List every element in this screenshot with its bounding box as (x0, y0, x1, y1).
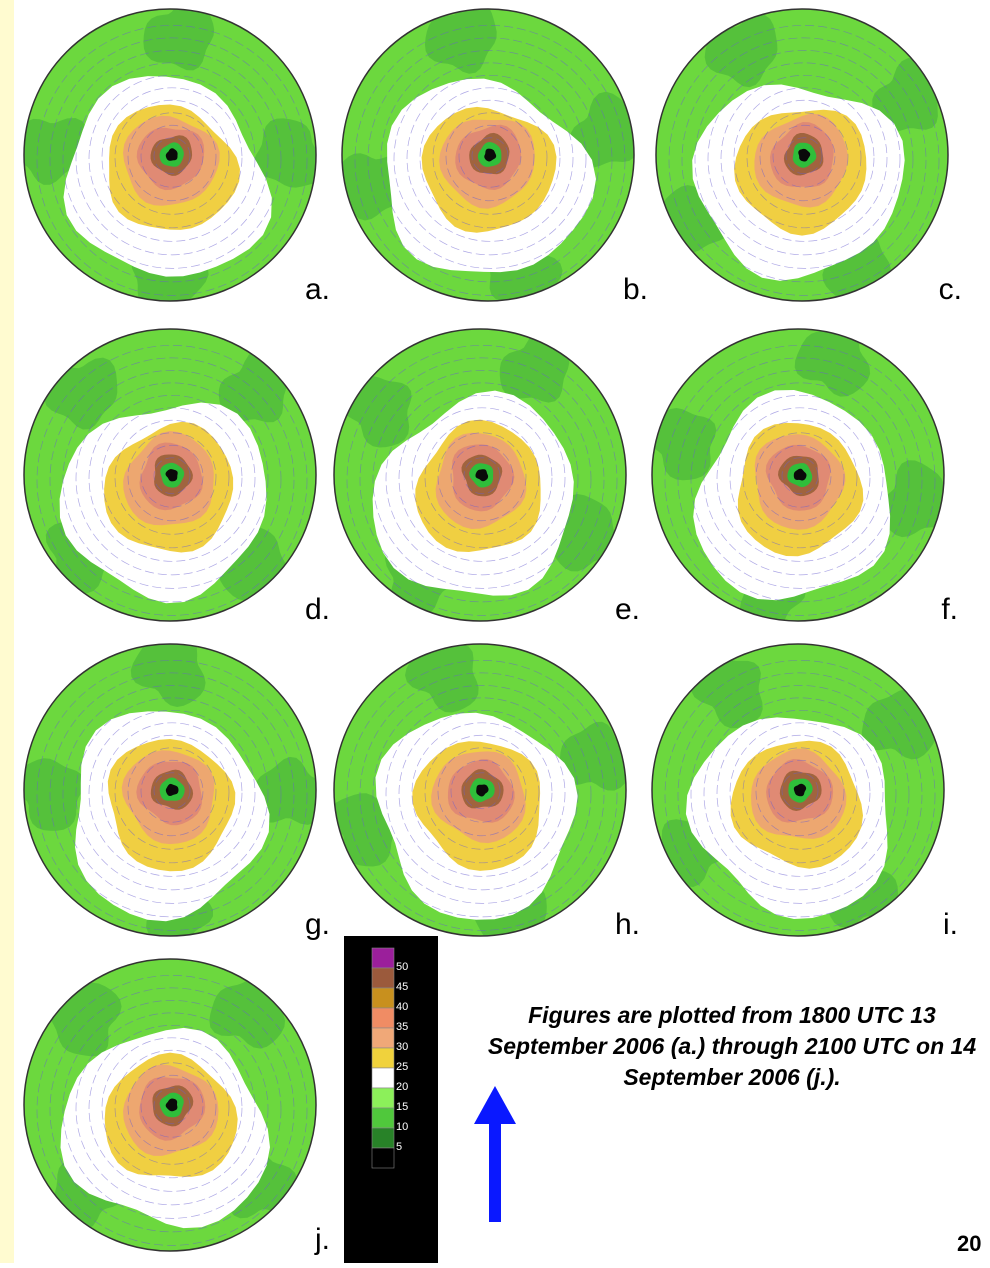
left-margin-strip (0, 0, 14, 1263)
panel-label: f. (941, 593, 958, 626)
legend-tick-label: 20 (396, 1081, 409, 1093)
legend-swatches (371, 947, 395, 1169)
legend-tick-label: 45 (396, 981, 409, 993)
legend-swatch (371, 1107, 395, 1129)
radar-panel: j. (20, 955, 330, 1255)
legend-tick-label: 25 (396, 1061, 409, 1073)
legend-swatch (371, 1087, 395, 1109)
legend-swatch (371, 1067, 395, 1089)
hurricane-wind-field (333, 643, 627, 937)
legend-swatch (371, 1027, 395, 1049)
legend-tick-label: 50 (396, 961, 409, 973)
panel-label: j. (315, 1223, 330, 1256)
panel-label: a. (304, 273, 330, 306)
panel-label: i. (943, 908, 958, 941)
panel-label: h. (614, 908, 640, 941)
north-arrow-icon (474, 1086, 516, 1222)
legend-swatch (371, 1047, 395, 1069)
panel-label: b. (622, 273, 648, 306)
radar-panel: h. (330, 640, 640, 940)
hurricane-wind-field (23, 8, 317, 302)
hurricane-wind-field (23, 958, 317, 1252)
hurricane-wind-field (23, 643, 317, 937)
radar-panel: g. (20, 640, 330, 940)
radar-panel: c. (652, 5, 962, 305)
hurricane-wind-field (341, 8, 635, 302)
panel-label: e. (614, 593, 640, 626)
panel-label: g. (304, 908, 330, 941)
color-scale-legend: 50 45 40 35 30 25 20 15 10 5 (344, 936, 438, 1263)
radar-panel: a. (20, 5, 330, 305)
radar-panel: f. (648, 325, 958, 625)
radar-panel: b. (338, 5, 648, 305)
hurricane-wind-field (651, 643, 945, 937)
legend-tick-label: 15 (396, 1101, 409, 1113)
hurricane-wind-field (23, 328, 317, 622)
hurricane-wind-field (333, 328, 627, 622)
panel-label: c. (938, 273, 962, 306)
hurricane-wind-field (651, 328, 945, 622)
legend-tick-label: 5 (396, 1141, 403, 1153)
legend-swatch (371, 967, 395, 989)
legend-tick-label: 30 (396, 1041, 409, 1053)
legend-swatch (371, 1127, 395, 1149)
panel-label: d. (304, 593, 330, 626)
hurricane-wind-field (655, 8, 949, 302)
radar-panel: d. (20, 325, 330, 625)
legend-tick-label: 10 (396, 1121, 409, 1133)
legend-tick-label: 35 (396, 1021, 409, 1033)
legend-tick-label: 40 (396, 1001, 409, 1013)
radar-panel: i. (648, 640, 958, 940)
legend-swatch (371, 1007, 395, 1029)
legend-swatch (371, 1147, 395, 1169)
radar-panel: e. (330, 325, 640, 625)
legend-swatch (371, 947, 395, 969)
page-number: 20 (957, 1231, 982, 1256)
legend-swatch (371, 987, 395, 1009)
figure-caption: Figures are plotted from 1800 UTC 13 Sep… (487, 1002, 977, 1090)
